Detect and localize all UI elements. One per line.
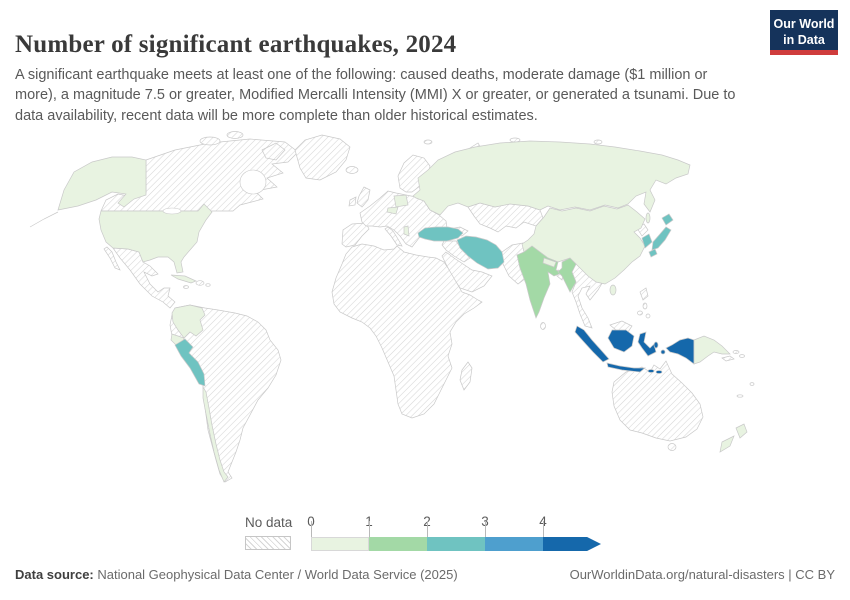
- country-taiwan: [609, 284, 617, 296]
- legend-segment-0-1[interactable]: [311, 537, 369, 551]
- country-poland: [393, 194, 409, 208]
- region-new-caledonia: [736, 394, 744, 398]
- legend-no-data-swatch[interactable]: [245, 536, 291, 550]
- country-cuba: [170, 274, 197, 284]
- legend-segment-2-3[interactable]: [427, 537, 485, 551]
- region-malaysian-borneo: [609, 320, 633, 333]
- region-africa: [331, 243, 483, 419]
- country-indonesia-kalimantan: [607, 329, 635, 353]
- country-japan-kyushu: [648, 248, 658, 258]
- owid-logo-line1: Our World: [773, 17, 835, 31]
- legend-segment-3-4[interactable]: [485, 537, 543, 551]
- region-philippines-island: [645, 313, 651, 319]
- legend-segment-1-2[interactable]: [369, 537, 427, 551]
- country-austria: [386, 206, 399, 215]
- legend-colorbar[interactable]: [311, 537, 601, 551]
- footer-link[interactable]: OurWorldinData.org/natural-disasters | C…: [569, 567, 835, 582]
- region-puerto-rico: [205, 283, 211, 287]
- region-solomon-islands: [732, 350, 740, 354]
- country-papua-new-guinea: [693, 335, 731, 365]
- country-indonesia-maluku: [660, 349, 666, 355]
- legend-tick-mark: [369, 521, 370, 537]
- region-philippines: [639, 287, 649, 301]
- region-levant-iraq: [441, 240, 471, 263]
- owid-logo-red-bar: [770, 50, 838, 55]
- region-baja-california: [103, 246, 121, 271]
- country-new-zealand-south: [719, 435, 735, 453]
- world-map[interactable]: [0, 130, 850, 510]
- country-russia: [412, 140, 691, 216]
- country-chile: [202, 385, 229, 483]
- owid-logo-line2: in Data: [783, 32, 825, 47]
- region-arabia: [441, 251, 493, 293]
- country-new-zealand-north: [735, 423, 748, 439]
- legend-segment-4-plus[interactable]: [543, 537, 601, 551]
- region-mexico-central-america: [112, 247, 176, 309]
- map-water-overlays: [162, 169, 267, 215]
- chart-subtitle: A significant earthquake meets at least …: [15, 66, 736, 124]
- country-iran: [456, 235, 505, 270]
- country-peru: [174, 338, 206, 387]
- region-italy: [384, 226, 403, 247]
- legend-no-data-label: No data: [245, 515, 293, 530]
- country-japan-honshu: [651, 226, 672, 251]
- region-jamaica: [183, 285, 189, 289]
- great-lakes: [162, 207, 182, 215]
- region-ireland: [348, 196, 357, 207]
- data-source-label: Data source:: [15, 567, 94, 582]
- legend-tick-mark: [427, 521, 428, 537]
- region-arctic-island: [509, 137, 521, 143]
- country-albania: [403, 225, 410, 237]
- country-nepal: [542, 257, 557, 268]
- region-madagascar: [459, 361, 473, 391]
- legend-tick-mark: [311, 521, 312, 537]
- owid-logo[interactable]: Our World in Data: [770, 10, 838, 55]
- page-title: Number of significant earthquakes, 2024: [15, 30, 457, 58]
- region-iberia: [341, 222, 370, 248]
- country-south-korea: [641, 233, 653, 249]
- country-indonesia-sumatra: [574, 325, 610, 363]
- map-colored-countries[interactable]: [57, 140, 748, 483]
- region-united-kingdom: [356, 186, 371, 208]
- region-australia: [611, 360, 704, 442]
- chart-footer: Data source: National Geophysical Data C…: [15, 567, 835, 582]
- region-hispaniola: [195, 280, 205, 286]
- region-aleutian-chain: [29, 211, 59, 228]
- region-arctic-island: [199, 136, 221, 146]
- region-new-britain: [721, 355, 735, 362]
- region-fiji: [749, 382, 755, 386]
- region-sri-lanka: [540, 322, 546, 330]
- country-united-states-alaska: [57, 156, 147, 211]
- region-baffin-island: [261, 142, 286, 161]
- country-japan-hokkaido: [661, 213, 674, 226]
- data-source-text: National Geophysical Data Center / World…: [93, 567, 458, 582]
- country-indonesia-lesser-sunda: [647, 369, 655, 373]
- country-indonesia-lesser-sunda: [655, 370, 663, 374]
- region-arctic-island: [593, 139, 603, 145]
- region-iceland: [345, 166, 359, 174]
- region-svalbard: [423, 139, 433, 145]
- country-indonesia-maluku: [653, 341, 659, 349]
- country-colombia: [171, 304, 206, 339]
- country-indonesia-java: [606, 362, 646, 373]
- country-indonesia-sulawesi: [637, 331, 657, 357]
- country-russia-sakhalin: [645, 212, 651, 224]
- region-solomon-islands: [739, 354, 745, 358]
- country-myanmar: [557, 257, 577, 293]
- region-arctic-island: [226, 131, 244, 139]
- region-philippines-island: [642, 302, 648, 310]
- country-indonesia-west-papua: [665, 337, 695, 365]
- hudson-bay: [239, 169, 267, 195]
- region-tasmania: [667, 443, 677, 451]
- data-source: Data source: National Geophysical Data C…: [15, 567, 458, 582]
- legend-tick-mark: [543, 521, 544, 537]
- country-turkey: [417, 226, 464, 242]
- region-philippines-island: [637, 310, 643, 316]
- country-united-states: [98, 203, 213, 274]
- legend-tick-mark: [485, 521, 486, 537]
- region-greenland: [294, 134, 351, 181]
